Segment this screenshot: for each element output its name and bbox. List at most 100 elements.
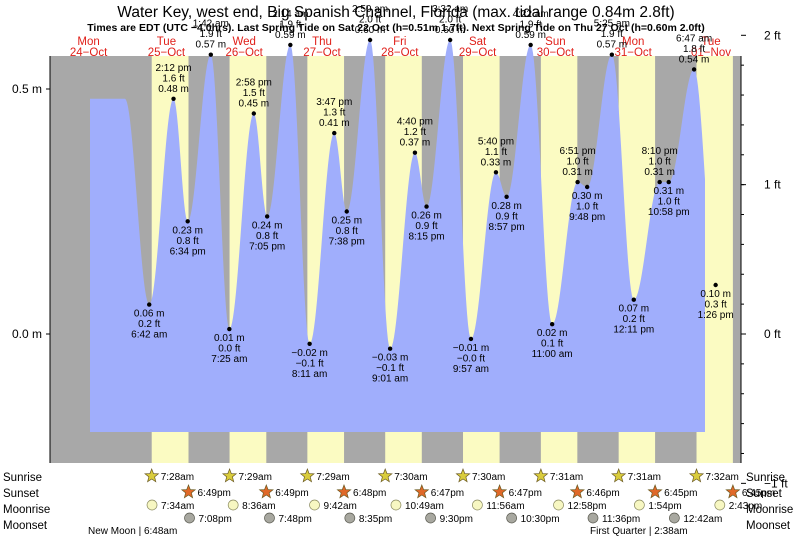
tide-label-time: 7:25 am <box>211 354 247 365</box>
tide-point <box>528 42 533 48</box>
tide-point <box>584 184 590 190</box>
tide-label-ft: 1.0 ft <box>566 157 588 168</box>
moonset-time: 7:48pm <box>278 514 311 525</box>
tide-point <box>227 326 232 332</box>
moonset-time: 9:30pm <box>440 514 473 525</box>
moonrise-time: 8:36am <box>242 501 275 512</box>
moonset-row-label-right: Moonset <box>746 520 791 532</box>
tide-label-time: 12:11 pm <box>613 325 654 336</box>
sunrise-time: 7:30am <box>394 472 427 483</box>
moonset-time: 8:35pm <box>359 514 392 525</box>
tide-label-time: 10:58 pm <box>648 207 690 218</box>
right-tick-label: 1 ft <box>764 178 781 192</box>
tide-label-m: 0.60 m <box>435 25 466 36</box>
sunset-time: 6:45pm <box>742 488 775 499</box>
tide-label-time: 7:38 pm <box>329 237 365 248</box>
sunrise-time: 7:30am <box>472 472 505 483</box>
moonrise-time: 1:54pm <box>648 501 681 512</box>
tide-label-m: 0.02 m <box>537 328 568 339</box>
sunset-time: 6:47pm <box>431 488 464 499</box>
left-tick-label: 0.5 m <box>12 82 42 96</box>
sunset-time: 6:48pm <box>353 488 386 499</box>
moonrise-time: 12:58pm <box>568 501 607 512</box>
day-name: Sat <box>469 36 487 48</box>
day-name: Fri <box>393 36 406 48</box>
tide-label-m: 0.57 m <box>196 40 227 51</box>
tide-label-m: 0.60 m <box>355 25 386 36</box>
moonset-time: 10:30pm <box>521 514 560 525</box>
tide-label-ft: 1.0 ft <box>658 197 680 208</box>
tide-point <box>691 67 697 72</box>
tide-point <box>412 150 418 155</box>
tide-label-ft: −0.1 ft <box>376 363 404 374</box>
left-tick-label: 0.0 m <box>12 327 42 341</box>
tide-point <box>609 52 615 57</box>
tide-label-ft: 0.9 ft <box>495 211 517 222</box>
tide-point <box>367 37 373 43</box>
tide-label-m: 0.28 m <box>491 201 522 212</box>
sunrise-icon <box>299 468 315 483</box>
tide-point <box>657 179 662 185</box>
tide-label-time: 2:50 am <box>352 4 388 15</box>
tide-label-ft: 2.0 ft <box>359 15 381 26</box>
tide-label-time: 2:12 pm <box>155 63 191 74</box>
chart-subtitle: Times are EDT (UTC −4.0hrs). Last Spring… <box>87 22 705 34</box>
sunrise-icon <box>455 468 471 483</box>
moonrise-icon <box>309 499 320 511</box>
moonset-icon <box>506 512 517 524</box>
tide-label-time: 4:40 pm <box>397 117 433 128</box>
moonset-icon <box>425 512 436 524</box>
tide-point <box>332 130 337 136</box>
tide-label-time: 5:40 pm <box>478 136 514 147</box>
sunrise-icon <box>221 468 238 483</box>
moonrise-icon <box>227 499 239 511</box>
day-name: Sun <box>545 36 565 48</box>
sunrise-icon <box>688 468 705 483</box>
tide-label-time: 1:42 am <box>193 19 229 30</box>
moonset-row-label-left: Moonset <box>3 520 48 532</box>
tide-label-time: 8:15 pm <box>408 232 444 243</box>
tide-label-ft: 0.0 ft <box>218 344 240 355</box>
axes: 0.5 m 0.0 m 2 ft 1 ft 0 ft −1 ft <box>12 28 788 490</box>
tide-point <box>549 322 555 327</box>
sunset-icon <box>491 484 508 499</box>
tide-label-ft: 0.3 ft <box>705 300 727 311</box>
moonrise-time: 2:43pm <box>729 501 762 512</box>
tide-point <box>631 297 636 302</box>
tide-point <box>666 179 671 185</box>
sunset-time: 6:49pm <box>275 488 308 499</box>
sunrise-time: 7:31am <box>628 472 661 483</box>
tide-label-m: 0.26 m <box>411 211 442 222</box>
tide-label-m: −0.02 m <box>291 348 327 359</box>
sunrise-time: 7:29am <box>239 472 272 483</box>
tide-label-ft: −0.0 ft <box>457 353 485 364</box>
tide-label-m: 0.23 m <box>172 225 203 236</box>
moonrise-time: 9:42am <box>324 501 357 512</box>
tide-label-ft: 1.0 ft <box>576 202 598 213</box>
tide-label-time: 9:01 am <box>372 374 408 385</box>
tide-label-m: 0.10 m <box>700 289 731 300</box>
sunset-row-label-right: Sunset <box>746 488 783 500</box>
tide-label-m: 0.41 m <box>319 118 350 129</box>
tide-label-m: 0.48 m <box>158 84 189 95</box>
right-tick-label: 2 ft <box>764 28 781 42</box>
moonrise-icon <box>390 499 402 511</box>
astronomy-rows: Sunrise Sunrise Sunset Sunset Moonrise Moonri… <box>3 468 793 537</box>
moonrise-icon <box>714 499 726 511</box>
tide-label-time: 7:05 pm <box>249 241 285 252</box>
tide-label-time: 9:48 pm <box>569 212 605 223</box>
moonrise-row-label-left: Moonrise <box>3 504 50 516</box>
sunset-icon <box>180 484 197 499</box>
tide-label-ft: −0.1 ft <box>296 358 324 369</box>
tide-label-time: 11:00 am <box>532 349 573 360</box>
moonset-icon <box>264 512 275 524</box>
tide-label-m: 0.54 m <box>679 54 710 65</box>
sunset-time: 6:49pm <box>197 488 230 499</box>
tide-label-ft: 1.0 ft <box>649 157 671 168</box>
moonset-time: 7:08pm <box>199 514 232 525</box>
tide-point <box>344 209 349 214</box>
day-name: Tue <box>157 36 176 48</box>
tide-label-m: 0.57 m <box>597 40 628 51</box>
moonrise-time: 11:56am <box>486 501 524 512</box>
